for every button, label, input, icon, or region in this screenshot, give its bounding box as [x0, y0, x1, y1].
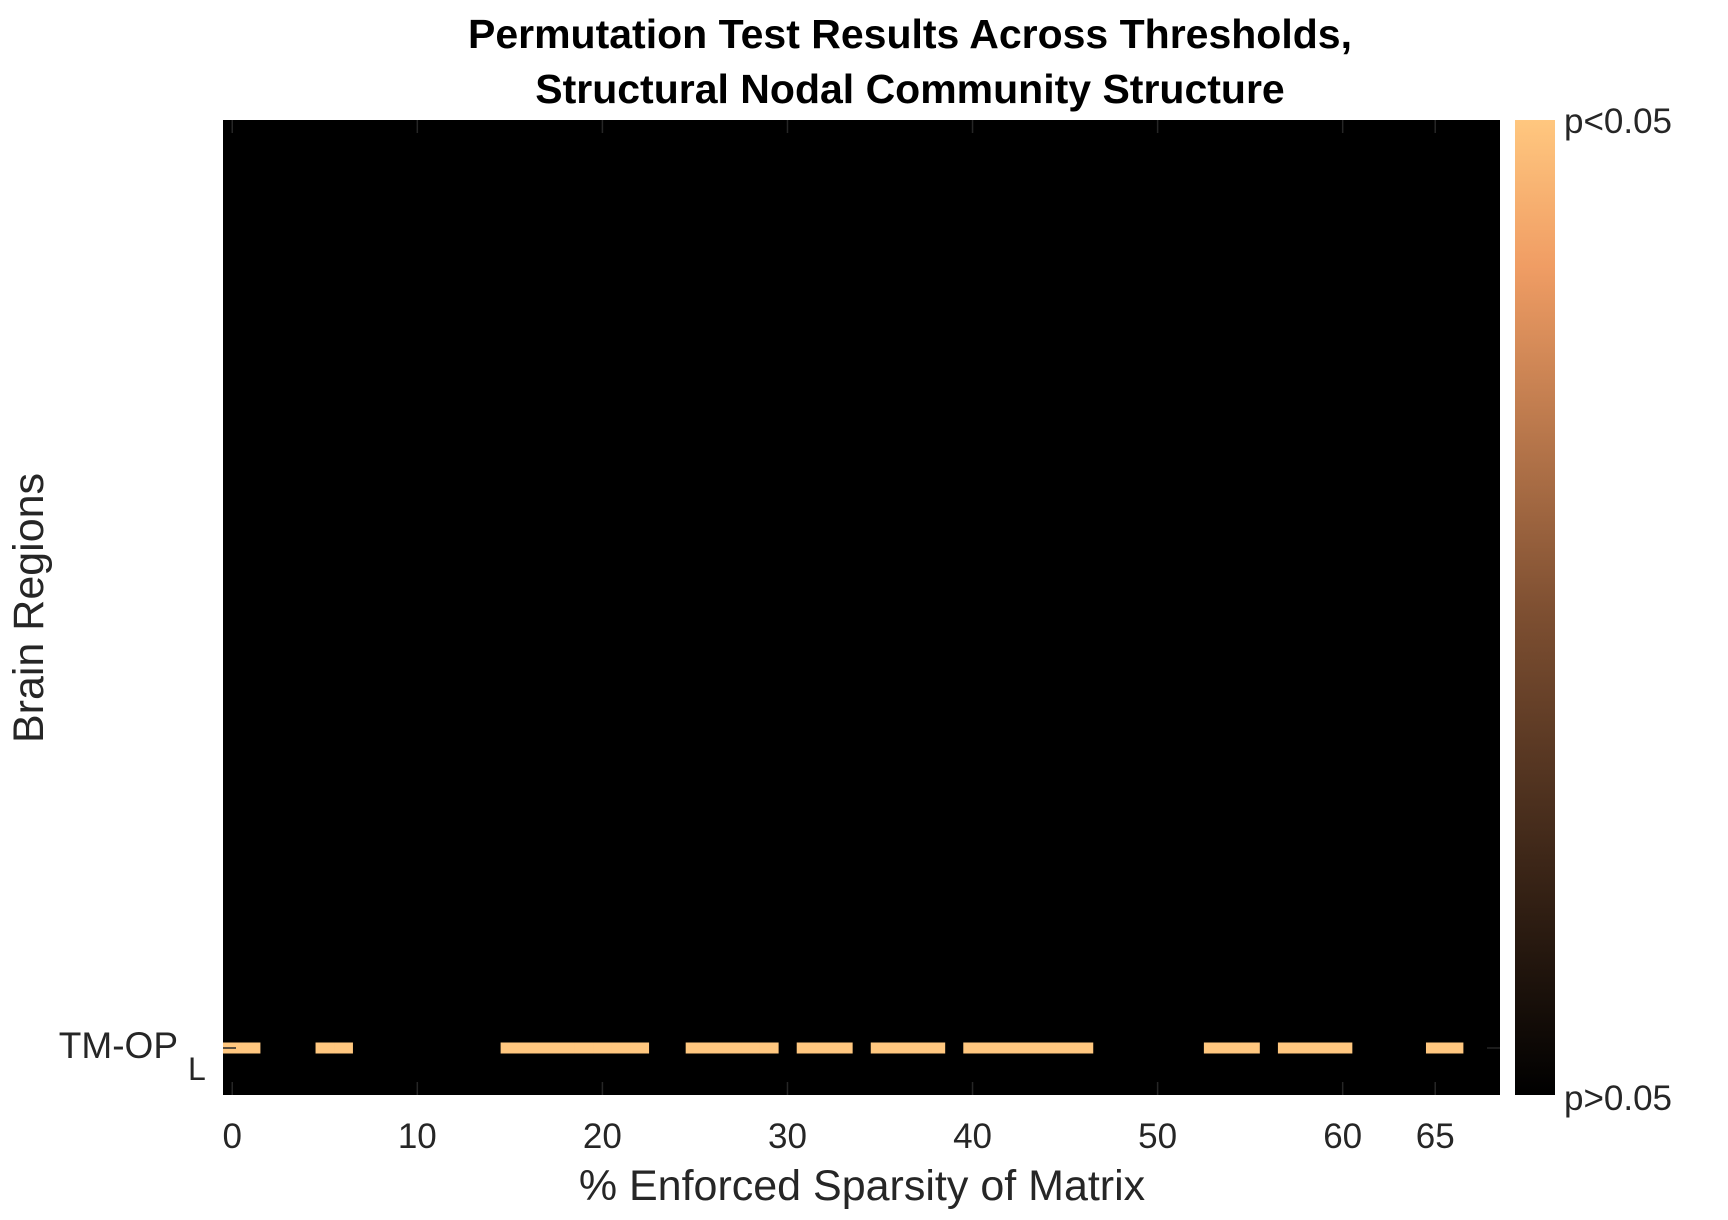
significant-cell — [1425, 1042, 1445, 1054]
significant-cell — [1037, 1042, 1057, 1054]
x-tick-label: 40 — [953, 1117, 992, 1156]
significant-cell — [1296, 1042, 1316, 1054]
colorbar-top-label: p<0.05 — [1564, 102, 1672, 141]
significant-cell — [1444, 1042, 1464, 1054]
plot-area — [223, 120, 1500, 1095]
x-tick-label: 0 — [223, 1117, 242, 1156]
x-tick-label: 65 — [1416, 1117, 1455, 1156]
significant-cell — [315, 1042, 335, 1054]
significant-cell — [685, 1042, 705, 1054]
significant-cell — [1055, 1042, 1075, 1054]
significant-cell — [981, 1042, 1001, 1054]
x-tick-label: 20 — [583, 1117, 622, 1156]
significant-cell — [759, 1042, 779, 1054]
significant-cell — [537, 1042, 557, 1054]
y-axis-label: Brain Regions — [5, 473, 53, 743]
colorbar — [1515, 120, 1555, 1095]
x-tick-label: 60 — [1323, 1117, 1362, 1156]
x-tick-label: 10 — [398, 1117, 437, 1156]
significance-cells — [223, 1042, 1464, 1054]
significant-cell — [833, 1042, 853, 1054]
significant-cell — [926, 1042, 946, 1054]
x-tick-label: 30 — [768, 1117, 807, 1156]
significant-cell — [1277, 1042, 1297, 1054]
x-axis-label: % Enforced Sparsity of Matrix — [579, 1162, 1146, 1210]
significant-cell — [815, 1042, 835, 1054]
y-tick-label: TM-OP — [59, 1025, 178, 1066]
significant-cell — [1000, 1042, 1020, 1054]
significant-cell — [556, 1042, 576, 1054]
significant-cell — [611, 1042, 631, 1054]
significant-cell — [1240, 1042, 1260, 1054]
significant-cell — [1074, 1042, 1094, 1054]
significant-cell — [630, 1042, 650, 1054]
significant-cell — [741, 1042, 761, 1054]
x-axis-ticks: 0 10 20 30 40 50 60 65 — [223, 120, 1455, 1156]
significant-cell — [519, 1042, 539, 1054]
significant-cell — [593, 1042, 613, 1054]
significant-cell — [574, 1042, 594, 1054]
significant-cell — [870, 1042, 890, 1054]
colorbar-bottom-label: p>0.05 — [1564, 1079, 1672, 1118]
x-tick-label: 50 — [1138, 1117, 1177, 1156]
significant-cell — [241, 1042, 261, 1054]
significant-cell — [334, 1042, 353, 1054]
significant-cell — [500, 1042, 520, 1054]
chart-title-line1: Permutation Test Results Across Threshol… — [468, 11, 1352, 57]
significant-cell — [722, 1042, 742, 1054]
significant-cell — [907, 1042, 927, 1054]
significant-cell — [1203, 1042, 1223, 1054]
significant-cell — [796, 1042, 816, 1054]
chart-title-line2: Structural Nodal Community Structure — [535, 66, 1284, 112]
significant-cell — [1018, 1042, 1038, 1054]
significant-cell — [1222, 1042, 1242, 1054]
significant-cell — [963, 1042, 983, 1054]
y-tick-label-subscript: L — [188, 1051, 206, 1087]
significant-cell — [1333, 1042, 1353, 1054]
significant-cell — [704, 1042, 724, 1054]
significant-cell — [1314, 1042, 1334, 1054]
significant-cell — [889, 1042, 909, 1054]
